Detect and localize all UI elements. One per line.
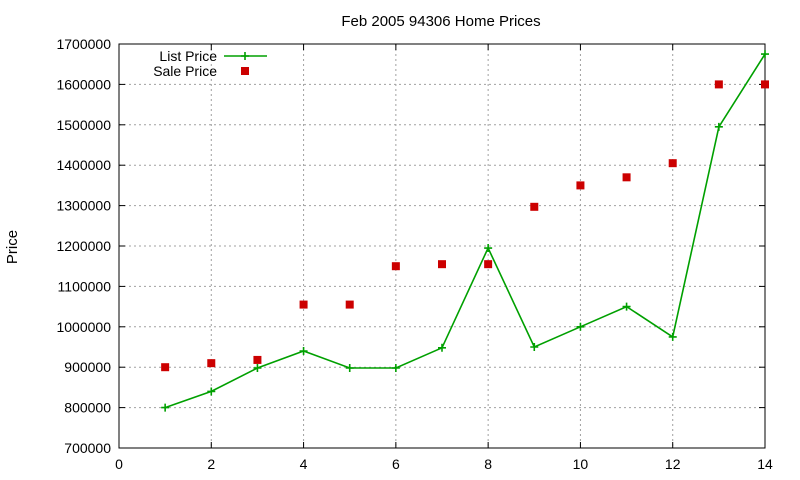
sale-price-point (668, 159, 677, 168)
y-tick-label: 1300000 (56, 198, 111, 214)
list-price-point (668, 332, 677, 341)
chart-title: Feb 2005 94306 Home Prices (341, 13, 540, 30)
y-axis-label: Price (4, 230, 21, 264)
list-price-point (391, 364, 400, 373)
sale-price-point (714, 80, 723, 89)
x-tick-label: 4 (300, 456, 308, 472)
sale-price-point (299, 300, 308, 309)
list-price-point (576, 322, 585, 331)
x-tick-label: 10 (573, 456, 589, 472)
list-price-point (622, 302, 631, 311)
list-price-point (484, 244, 493, 253)
y-tick-label: 1600000 (56, 76, 111, 92)
legend-marker (241, 67, 249, 75)
grid-lines (119, 44, 765, 448)
y-tick-label: 1500000 (56, 117, 111, 133)
y-tick-label: 1700000 (56, 36, 111, 52)
x-tick-label: 8 (484, 456, 492, 472)
sale-price-point (484, 260, 493, 269)
sale-price-point (345, 300, 354, 309)
list-price-point (253, 364, 262, 373)
axis-ticks: 0 2 4 6 8 10 12 14 700000 800000 900000 1000000 1100… (56, 36, 773, 472)
sale-price-point (207, 359, 216, 368)
series-marks (161, 50, 769, 412)
list-price-point (345, 364, 354, 373)
list-price-point (761, 50, 769, 59)
legend-label: Sale Price (153, 63, 217, 79)
list-price-point (299, 347, 308, 356)
list-price-point (438, 343, 446, 352)
y-tick-label: 800000 (64, 400, 111, 416)
list-price-point (207, 387, 216, 396)
sale-price-point (622, 173, 631, 182)
x-tick-label: 14 (757, 456, 773, 472)
y-tick-label: 1400000 (56, 157, 111, 173)
legend-marker (241, 52, 249, 60)
y-tick-label: 900000 (64, 359, 111, 375)
sale-price-point (438, 260, 446, 269)
legend-label: List Price (159, 48, 217, 64)
y-tick-label: 700000 (64, 440, 111, 456)
list-price-point (161, 403, 170, 412)
sale-price-point (391, 262, 400, 271)
y-tick-label: 1200000 (56, 238, 111, 254)
list-price-line (164, 53, 766, 409)
y-tick-label: 1000000 (56, 319, 111, 335)
sale-price-point (576, 181, 585, 190)
sale-price-point (253, 355, 262, 364)
sale-price-point (161, 363, 170, 372)
list-price-point (530, 343, 539, 351)
list-price-point (714, 122, 723, 131)
y-tick-label: 1100000 (58, 278, 112, 294)
sale-price-point (761, 80, 769, 89)
x-tick-label: 6 (392, 456, 400, 472)
x-tick-label: 2 (207, 456, 215, 472)
x-tick-label: 0 (115, 456, 123, 472)
sale-price-point (530, 202, 539, 211)
x-tick-label: 12 (665, 456, 681, 472)
